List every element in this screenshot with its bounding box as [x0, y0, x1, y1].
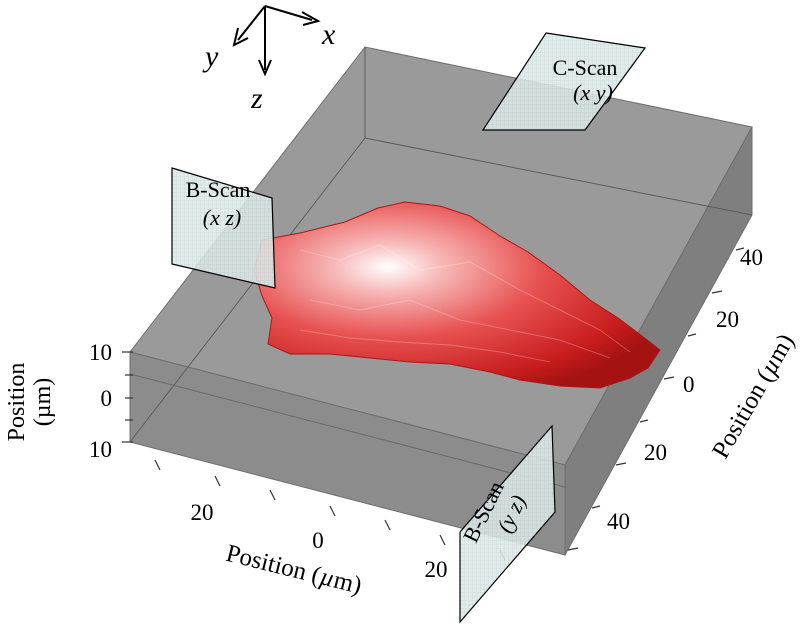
front-tick-right: 20 [425, 557, 448, 582]
b-scan-xz-plane: B-Scan (x z) [171, 167, 276, 289]
vertical-axis-label-line2: (µm) [30, 378, 56, 426]
c-scan-plane: C-Scan (x y) [481, 32, 647, 131]
cell-surface [253, 201, 661, 389]
right-tick-40-top: 40 [740, 245, 763, 270]
axes-triad [232, 5, 321, 77]
box-inner-line [129, 373, 566, 488]
triad-z-label: z [250, 82, 263, 115]
front-tick-left: 20 [191, 500, 214, 525]
right-tick-20-bottom: 20 [644, 440, 667, 465]
triad-y-label: y [202, 40, 219, 73]
c-scan-line1: C-Scan [553, 55, 618, 80]
vertical-axis-ticks [122, 351, 133, 443]
c-scan-line2: (x y) [573, 80, 613, 105]
vertical-tick-mid: 0 [101, 386, 113, 411]
front-tick-mid: 0 [312, 528, 324, 553]
vertical-tick-bottom: 10 [89, 437, 112, 462]
vertical-axis-label-line1: Position [4, 363, 30, 442]
b-scan-xz-line2: (x z) [203, 205, 241, 230]
box-hidden-edges [129, 47, 753, 443]
right-tick-40-bottom: 40 [607, 509, 630, 534]
triad-x-label: x [321, 18, 336, 51]
front-axis-label: Position (µm) [223, 540, 364, 600]
right-tick-20-top: 20 [716, 307, 739, 332]
right-axis-label: Position (µm) [707, 329, 800, 463]
right-tick-0: 0 [683, 372, 695, 397]
b-scan-xz-line1: B-Scan [186, 177, 251, 202]
right-axis-ticks [567, 247, 745, 551]
vertical-tick-top: 10 [89, 340, 112, 365]
